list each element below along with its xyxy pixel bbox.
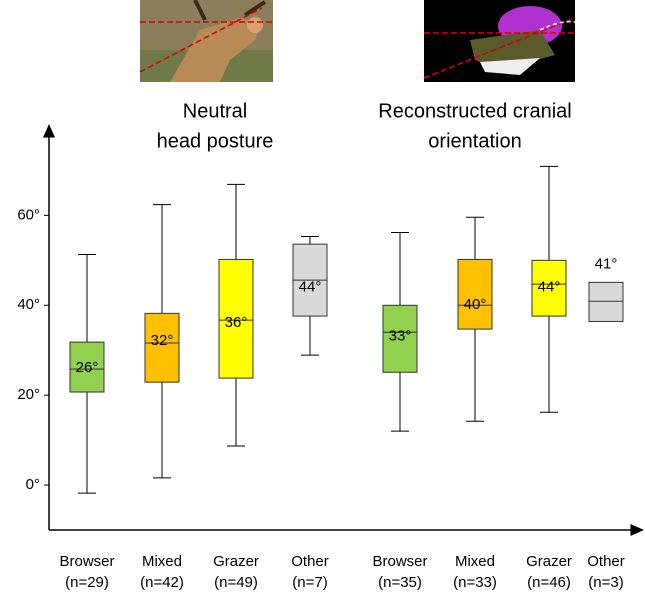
n-label: (n=7) [292,574,327,591]
group-title: Reconstructed cranial [378,100,571,122]
box [457,258,493,330]
x-tick-label: Grazer [526,553,572,570]
n-label: (n=49) [214,574,258,591]
mean-label: 36° [225,314,248,331]
x-tick-label: Other [587,553,625,570]
mean-label: 41° [595,255,618,272]
skull-image [423,0,576,82]
n-label: (n=3) [588,574,623,591]
n-label: (n=29) [65,574,109,591]
y-tick-label: 0° [26,476,40,493]
mean-label: 44° [299,278,322,295]
mean-label: 40° [464,296,487,313]
x-tick-label: Browser [372,553,427,570]
x-tick-label: Grazer [213,553,259,570]
mean-label: 26° [76,359,99,376]
x-tick-label: Mixed [142,553,182,570]
x-tick-label: Mixed [455,553,495,570]
box [588,281,624,322]
box [69,341,105,393]
box [531,259,567,317]
box [144,312,180,383]
mean-label: 33° [389,328,412,345]
x-tick-label: Browser [59,553,114,570]
deer-photo [139,0,273,82]
n-label: (n=42) [140,574,184,591]
group-title: orientation [428,130,521,152]
y-tick-label: 40° [17,296,40,313]
group-title: Neutral [183,100,247,122]
y-tick-label: 60° [17,206,40,223]
mean-label: 44° [538,278,561,295]
box [218,258,254,379]
n-label: (n=33) [453,574,497,591]
group-title: head posture [157,130,274,152]
n-label: (n=46) [527,574,571,591]
n-label: (n=35) [378,574,422,591]
mean-label: 32° [151,332,174,349]
box [382,304,418,373]
y-tick-label: 20° [17,386,40,403]
x-tick-label: Other [291,553,329,570]
